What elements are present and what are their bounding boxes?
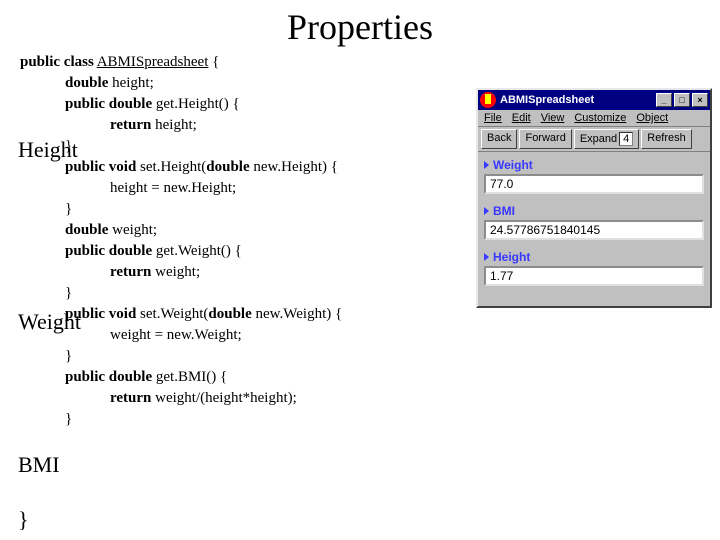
kw: double <box>208 306 251 322</box>
label-height: Height <box>18 137 78 163</box>
text: set.Height( <box>136 159 206 175</box>
text: set.Weight( <box>136 306 208 322</box>
expand-label: Expand <box>580 133 617 145</box>
menu-file[interactable]: File <box>484 112 502 124</box>
app-icon <box>480 92 496 108</box>
arrow-icon <box>484 207 489 215</box>
titlebar[interactable]: ABMISpreadsheet _ □ × <box>478 90 710 110</box>
bmi-label-row: BMI <box>484 204 704 218</box>
weight-label-row: Weight <box>484 158 704 172</box>
kw: return <box>110 117 151 133</box>
label-closing-brace: } <box>18 507 29 533</box>
form-body: Weight BMI Height <box>478 152 710 306</box>
expand-value[interactable]: 4 <box>619 132 633 146</box>
label-weight: Weight <box>18 309 81 335</box>
menu-customize[interactable]: Customize <box>574 112 626 124</box>
kw: void <box>109 159 137 175</box>
menu-object[interactable]: Object <box>636 112 668 124</box>
text: new.Height) { <box>250 159 338 175</box>
arrow-icon <box>484 161 489 169</box>
expand-button[interactable]: Expand 4 <box>574 129 639 149</box>
text: } <box>65 201 72 217</box>
maximize-button[interactable]: □ <box>674 93 690 107</box>
field-height: Height <box>484 250 704 286</box>
text: } <box>65 285 72 301</box>
close-button[interactable]: × <box>692 93 708 107</box>
kw: public <box>65 369 105 385</box>
class-name: ABMISpreadsheet <box>97 54 209 70</box>
text: get.BMI() { <box>152 369 227 385</box>
text: { <box>208 54 219 70</box>
arrow-icon <box>484 253 489 261</box>
weight-input[interactable] <box>484 174 704 194</box>
text: weight; <box>108 222 157 238</box>
label-bmi: BMI <box>18 452 60 478</box>
kw: public <box>65 243 105 259</box>
window-buttons: _ □ × <box>656 93 708 107</box>
forward-button[interactable]: Forward <box>519 129 571 149</box>
height-label: Height <box>493 250 530 264</box>
back-button[interactable]: Back <box>481 129 517 149</box>
text: weight; <box>151 264 200 280</box>
kw: return <box>110 264 151 280</box>
text: weight/(height*height); <box>151 390 296 406</box>
menubar: File Edit View Customize Object <box>478 110 710 127</box>
kw: double <box>65 222 108 238</box>
bmi-input[interactable] <box>484 220 704 240</box>
kw: void <box>109 306 137 322</box>
text: height = new.Height; <box>110 180 236 196</box>
kw: public <box>65 96 105 112</box>
bmi-label: BMI <box>493 204 515 218</box>
kw: double <box>109 369 152 385</box>
weight-label: Weight <box>493 158 533 172</box>
slide-title: Properties <box>0 0 720 52</box>
app-window: ABMISpreadsheet _ □ × File Edit View Cus… <box>476 88 712 308</box>
menu-edit[interactable]: Edit <box>512 112 531 124</box>
height-input[interactable] <box>484 266 704 286</box>
text: get.Weight() { <box>152 243 242 259</box>
text: height; <box>151 117 196 133</box>
text: } <box>65 348 72 364</box>
field-bmi: BMI <box>484 204 704 240</box>
kw: public <box>20 54 60 70</box>
kw: class <box>64 54 94 70</box>
kw: double <box>109 243 152 259</box>
menu-view[interactable]: View <box>541 112 565 124</box>
text: weight = new.Weight; <box>110 327 242 343</box>
kw: return <box>110 390 151 406</box>
text: } <box>65 411 72 427</box>
field-weight: Weight <box>484 158 704 194</box>
toolbar: Back Forward Expand 4 Refresh <box>478 127 710 152</box>
minimize-button[interactable]: _ <box>656 93 672 107</box>
kw: double <box>206 159 249 175</box>
text: new.Weight) { <box>252 306 342 322</box>
text: height; <box>108 75 153 91</box>
window-title: ABMISpreadsheet <box>500 94 656 106</box>
refresh-button[interactable]: Refresh <box>641 129 692 149</box>
text: get.Height() { <box>152 96 240 112</box>
kw: double <box>65 75 108 91</box>
height-label-row: Height <box>484 250 704 264</box>
kw: double <box>109 96 152 112</box>
